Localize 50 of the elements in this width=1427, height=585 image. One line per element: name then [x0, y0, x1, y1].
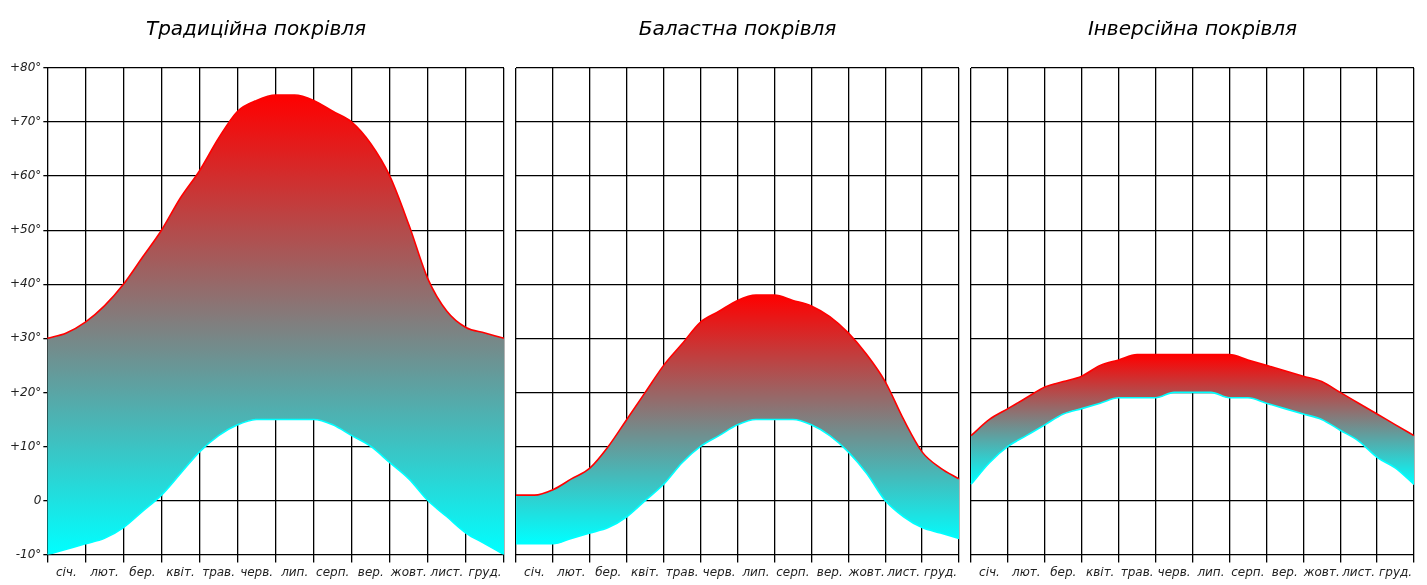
x-tick-label: квіт.	[630, 564, 660, 579]
x-tick-label: лист.	[429, 564, 464, 579]
x-tick-label: черв.	[702, 564, 736, 579]
x-tick-label: квіт.	[166, 564, 195, 579]
x-tick-label: квіт.	[1085, 564, 1115, 579]
x-tick-label: груд.	[468, 564, 502, 579]
chart-title: Традиційна покрівля	[145, 16, 367, 41]
x-tick-label: лист.	[1341, 564, 1376, 579]
x-tick-label: жовт.	[389, 564, 427, 579]
x-tick-label: лист.	[886, 564, 921, 579]
x-tick-label: бер.	[595, 564, 622, 579]
x-tick-label: жовт.	[1302, 564, 1340, 579]
x-tick-label: січ.	[979, 564, 1000, 579]
y-tick-label: +30°	[10, 330, 42, 345]
y-tick-label: +80°	[10, 60, 42, 75]
y-tick-label: +40°	[10, 276, 42, 291]
x-tick-label: черв.	[240, 564, 274, 579]
chart-title: Баластна покрівля	[638, 16, 837, 41]
x-tick-label: вер.	[1271, 564, 1298, 579]
x-tick-label: трав.	[1120, 564, 1154, 579]
x-tick-label: лют.	[1011, 564, 1041, 579]
x-tick-label: бер.	[129, 564, 156, 579]
x-tick-label: бер.	[1050, 564, 1077, 579]
x-tick-label: трав.	[202, 564, 236, 579]
y-tick-label: +10°	[10, 438, 42, 453]
x-tick-label: груд.	[1378, 564, 1413, 579]
x-tick-label: вер.	[357, 564, 384, 579]
x-tick-label: лип.	[280, 564, 309, 579]
x-tick-label: лип.	[741, 564, 770, 579]
y-tick-label: +50°	[10, 222, 42, 237]
y-tick-label: +20°	[10, 384, 42, 399]
x-tick-label: лют.	[556, 564, 586, 579]
x-tick-label: лют.	[89, 564, 119, 579]
x-tick-label: серп.	[776, 564, 810, 579]
x-tick-label: трав.	[665, 564, 699, 579]
x-tick-label: січ.	[55, 564, 77, 579]
y-tick-label: 0	[33, 492, 42, 507]
x-tick-label: серп.	[316, 564, 350, 579]
x-tick-label: лип.	[1196, 564, 1225, 579]
x-tick-label: черв.	[1157, 564, 1191, 579]
x-tick-label: груд.	[923, 564, 958, 579]
y-tick-label: +60°	[10, 168, 42, 183]
y-tick-label: -10°	[15, 546, 42, 561]
chart-title: Інверсійна покрівля	[1087, 16, 1298, 41]
y-tick-label: +70°	[10, 114, 42, 129]
line-series	[46, 94, 505, 340]
x-tick-label: вер.	[816, 564, 843, 579]
x-tick-label: серп.	[1231, 564, 1265, 579]
x-tick-label: січ.	[524, 564, 545, 579]
x-tick-label: жовт.	[847, 564, 885, 579]
